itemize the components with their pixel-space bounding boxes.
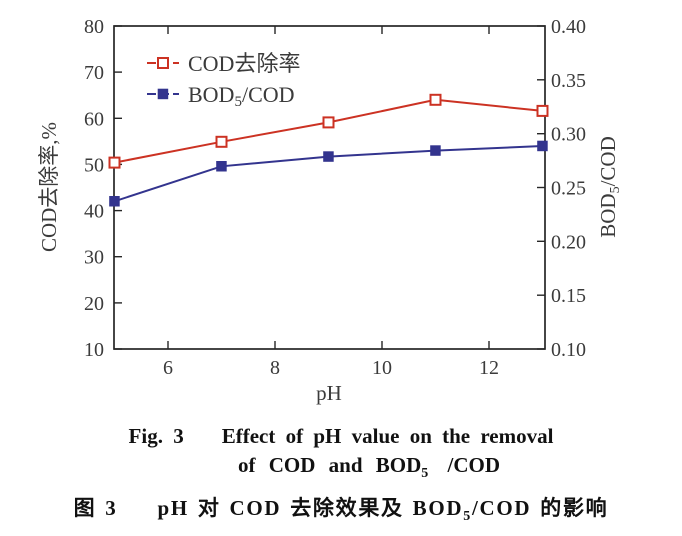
- svg-text:70: 70: [84, 62, 104, 84]
- svg-text:0.40: 0.40: [551, 16, 586, 38]
- svg-text:8: 8: [270, 357, 280, 379]
- svg-text:0.15: 0.15: [551, 285, 586, 307]
- svg-text:60: 60: [84, 108, 104, 130]
- svg-text:COD去除率,%: COD去除率,%: [37, 122, 61, 252]
- svg-text:6: 6: [163, 357, 173, 379]
- svg-text:20: 20: [84, 293, 104, 315]
- svg-text:30: 30: [84, 247, 104, 269]
- svg-text:10: 10: [84, 339, 104, 361]
- svg-text:10: 10: [372, 357, 392, 379]
- svg-text:0.10: 0.10: [551, 339, 586, 361]
- svg-text:0.25: 0.25: [551, 178, 586, 200]
- svg-text:40: 40: [84, 201, 104, 223]
- svg-text:BOD5/COD: BOD5/COD: [188, 82, 295, 110]
- svg-text:0.30: 0.30: [551, 124, 586, 146]
- svg-text:0.20: 0.20: [551, 231, 586, 253]
- svg-text:12: 12: [479, 357, 499, 379]
- svg-text:0.35: 0.35: [551, 70, 586, 92]
- svg-text:COD去除率: COD去除率: [188, 51, 300, 76]
- svg-text:50: 50: [84, 154, 104, 176]
- svg-text:pH: pH: [316, 381, 342, 405]
- svg-text:80: 80: [84, 16, 104, 38]
- svg-text:BOD5/COD: BOD5/COD: [596, 136, 623, 238]
